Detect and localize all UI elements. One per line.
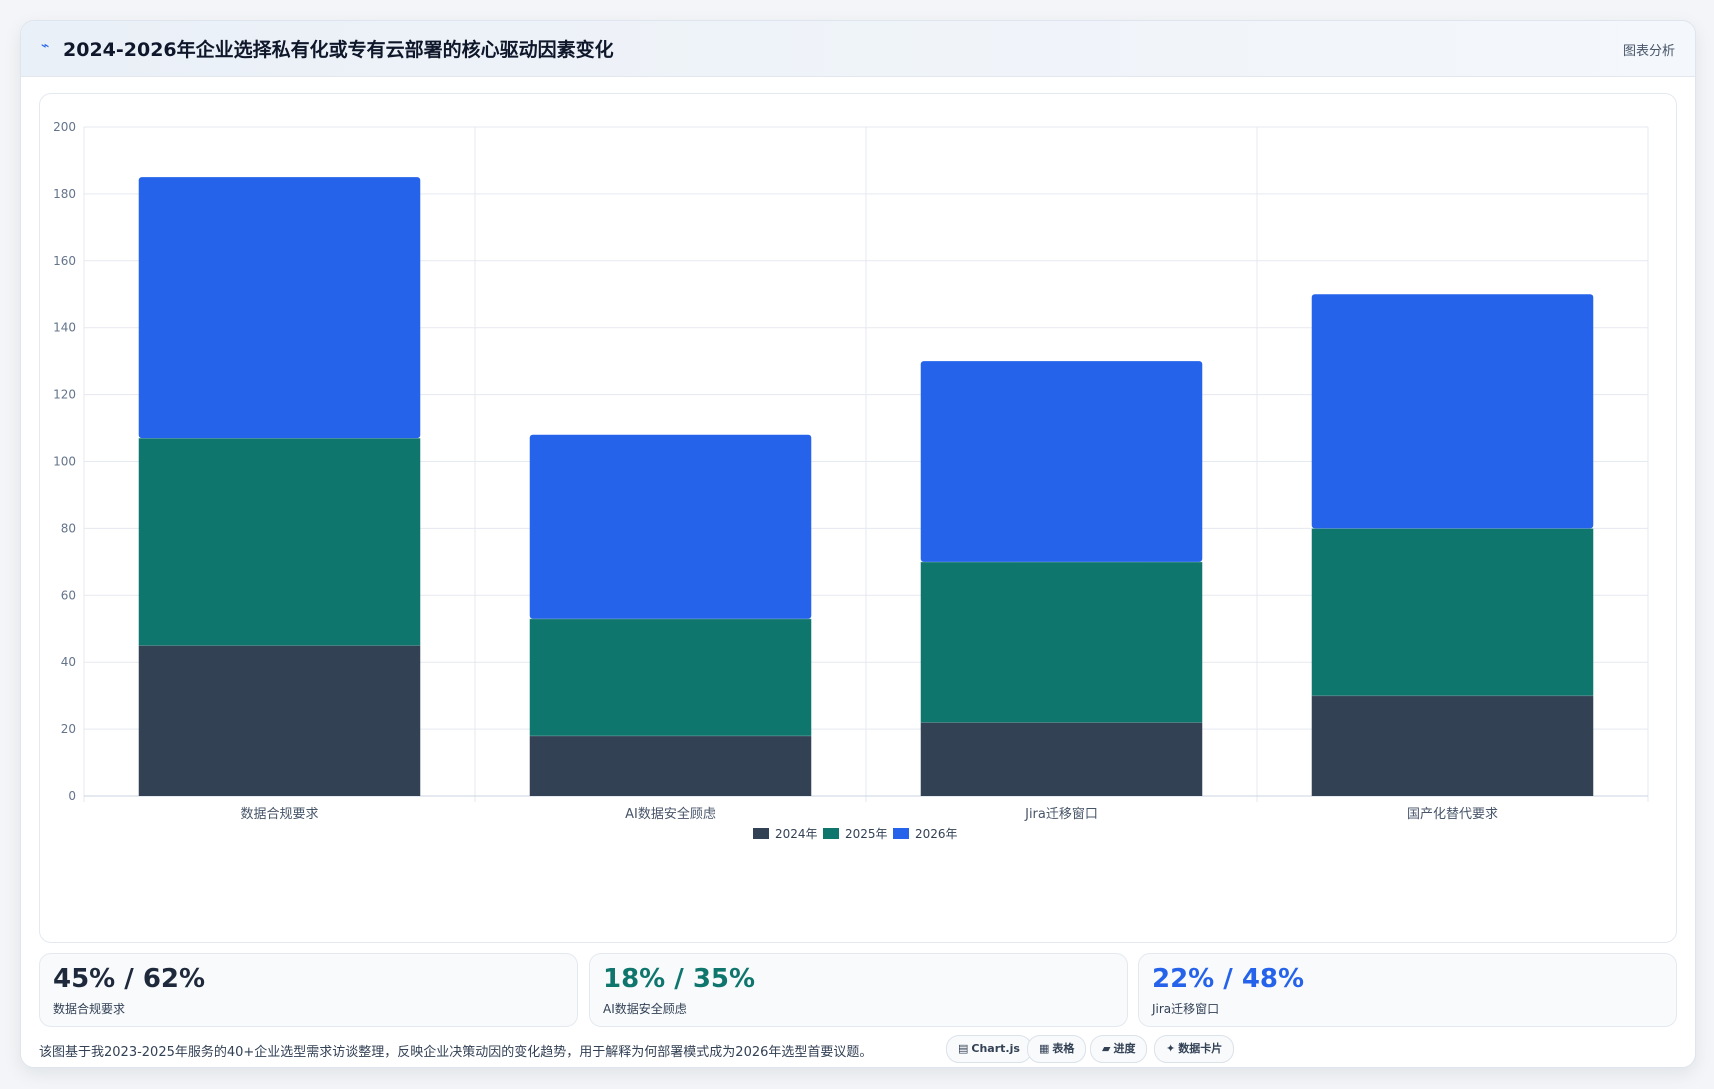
bar-segment — [138, 438, 421, 646]
bar-segment — [529, 735, 812, 796]
progress-icon: ▰ — [1102, 1042, 1111, 1055]
bar-segment — [138, 177, 421, 439]
trend-icon: ⌁ — [41, 38, 50, 54]
bar-segment — [529, 434, 812, 619]
stat-card-2: 18% / 35% AI数据安全顾虑 — [589, 953, 1128, 1027]
stat-value: 45% / 62% — [53, 964, 206, 994]
stat-label: 数据合规要求 — [53, 1002, 126, 1016]
card-header: ⌁ 2024-2026年企业选择私有化或专有云部署的核心驱动因素变化 图表分析 — [21, 21, 1695, 77]
chart-title: 2024-2026年企业选择私有化或专有云部署的核心驱动因素变化 — [63, 39, 614, 61]
bar-segment — [529, 618, 812, 736]
y-tick-label: 200 — [53, 120, 76, 134]
bar-segment — [1311, 528, 1594, 696]
chip-label: 数据卡片 — [1178, 1042, 1223, 1055]
stat-label: Jira迁移窗口 — [1152, 1002, 1220, 1016]
legend-label: 2024年 — [775, 827, 818, 841]
y-tick-label: 40 — [61, 655, 76, 669]
y-tick-label: 20 — [61, 722, 76, 736]
chip-label: 进度 — [1113, 1042, 1136, 1055]
y-tick-label: 0 — [68, 789, 76, 803]
legend-swatch — [823, 828, 839, 839]
x-category-label: 数据合规要求 — [240, 807, 318, 822]
bar-segment — [920, 561, 1203, 723]
legend-swatch — [893, 828, 909, 839]
chip-chartjs[interactable]: ▤ Chart.js — [946, 1035, 1032, 1063]
stat-value: 18% / 35% — [603, 964, 756, 994]
legend-label: 2026年 — [915, 827, 958, 841]
chart-analysis-link[interactable]: 图表分析 — [1622, 44, 1675, 59]
x-category-label: AI数据安全顾虑 — [625, 806, 716, 822]
stacked-bar-chart: 0 20 40 60 80 100 120 140 160 180 200 数据合规要求 AI数据安全顾… — [53, 120, 1649, 841]
card-icon: ✦ — [1166, 1042, 1176, 1055]
y-tick-label: 120 — [53, 388, 76, 402]
stat-card-3: 22% / 48% Jira迁移窗口 — [1138, 953, 1677, 1027]
chart-container: 0 20 40 60 80 100 120 140 160 180 200 数据合规要求 AI数据安全顾… — [39, 93, 1677, 943]
y-tick-label: 80 — [61, 521, 76, 535]
chip-progress[interactable]: ▰ 进度 — [1090, 1035, 1148, 1063]
legend-swatch — [753, 828, 769, 839]
stat-card-1: 45% / 62% 数据合规要求 — [39, 953, 578, 1027]
y-tick-label: 180 — [53, 187, 76, 201]
stat-value: 22% / 48% — [1152, 964, 1305, 994]
y-tick-label: 160 — [53, 254, 76, 268]
bar-segment — [138, 645, 421, 796]
y-tick-label: 100 — [53, 455, 76, 469]
bar-segment — [920, 722, 1203, 796]
table-icon: ▦ — [1039, 1042, 1050, 1055]
bar-segment — [920, 361, 1203, 562]
bar-segment — [1311, 695, 1594, 796]
footnote: 该图基于我2023-2025年服务的40+企业选型需求访谈整理，反映企业决策动因… — [39, 1045, 873, 1060]
chip-data-card[interactable]: ✦ 数据卡片 — [1154, 1035, 1235, 1063]
bar-segment — [1311, 294, 1594, 529]
x-category-label: 国产化替代要求 — [1407, 807, 1498, 822]
chip-label: 表格 — [1052, 1042, 1075, 1055]
chip-label: Chart.js — [971, 1042, 1020, 1055]
chart-icon: ▤ — [958, 1042, 969, 1055]
y-tick-label: 140 — [53, 321, 76, 335]
chart-card: ⌁ 2024-2026年企业选择私有化或专有云部署的核心驱动因素变化 图表分析 … — [20, 20, 1696, 1068]
y-tick-label: 60 — [61, 588, 76, 602]
stat-label: AI数据安全顾虑 — [603, 1002, 687, 1016]
legend-label: 2025年 — [845, 827, 888, 841]
x-category-label: Jira迁移窗口 — [1024, 806, 1098, 822]
chip-table[interactable]: ▦ 表格 — [1027, 1035, 1087, 1063]
